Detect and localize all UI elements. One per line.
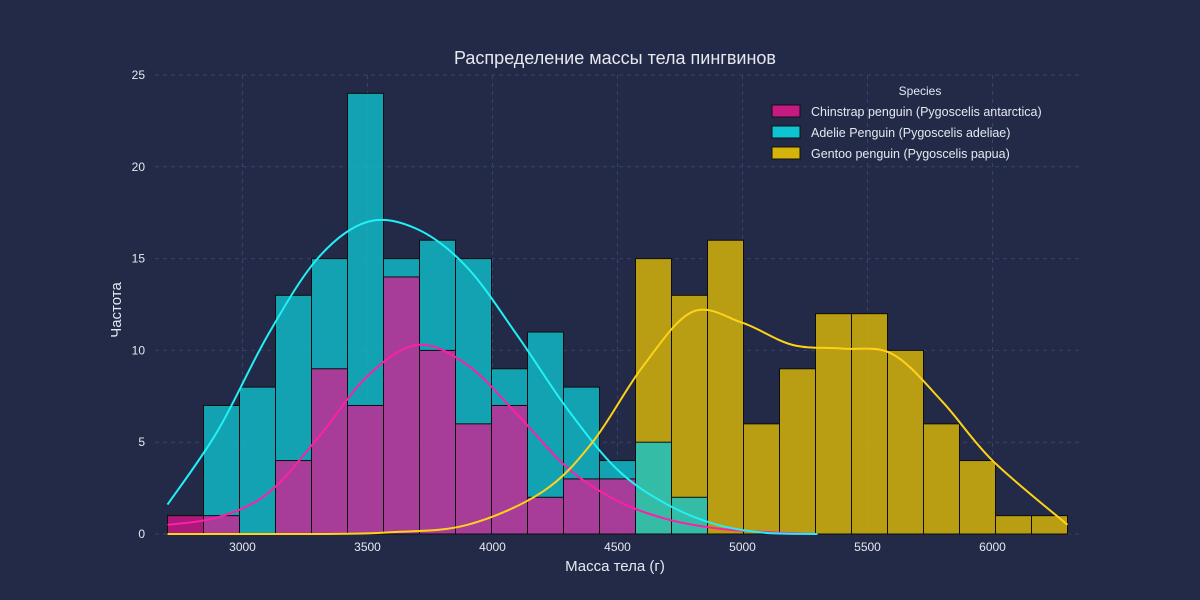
histogram-bar: [455, 423, 492, 535]
kde-line-gentoo: [167, 308, 1069, 536]
x-tick-label: 4500: [604, 540, 631, 554]
axis-ticks: 3000 3500 4000 4500 5000 5500 6000 0 5 10 15 20 25: [132, 68, 1007, 554]
x-axis-label: Масса тела (г): [565, 558, 665, 575]
legend-swatch-chinstrap: [771, 104, 801, 118]
x-tick-label: 3500: [354, 540, 381, 554]
y-tick-label: 15: [132, 252, 146, 266]
histogram-bar: [383, 276, 420, 535]
histogram-bar: [239, 386, 276, 535]
histogram-bar: [779, 368, 816, 535]
histogram-bar: [311, 368, 348, 535]
histogram-bar: [923, 423, 960, 535]
histogram-bar: [1031, 515, 1068, 535]
legend-label-gentoo: Gentoo penguin (Pygoscelis papua): [811, 147, 1010, 161]
y-tick-label: 0: [138, 527, 145, 541]
x-tick-label: 5000: [729, 540, 756, 554]
legend-item-adelie: Adelie Penguin (Pygoscelis adeliae): [771, 125, 1010, 140]
kde-line-chinstrap: [167, 343, 818, 535]
histogram-bar: [275, 460, 312, 535]
y-tick-label: 20: [132, 160, 146, 174]
x-tick-label: 6000: [979, 540, 1006, 554]
legend-item-gentoo: Gentoo penguin (Pygoscelis papua): [771, 146, 1010, 161]
histogram-bar: [527, 496, 564, 535]
x-tick-label: 3000: [229, 540, 256, 554]
histogram-bar: [815, 313, 852, 535]
histogram-bar: [851, 313, 888, 535]
legend: Species Chinstrap penguin (Pygoscelis an…: [771, 84, 1042, 161]
histogram-bars: [167, 92, 1068, 535]
y-tick-label: 25: [132, 68, 146, 82]
y-tick-label: 5: [138, 435, 145, 449]
bars-gentoo: [635, 239, 1068, 535]
legend-swatch-gentoo: [771, 146, 801, 160]
histogram-bar: [887, 349, 924, 535]
x-tick-label: 4000: [479, 540, 506, 554]
histogram-bar: [995, 515, 1032, 535]
legend-swatch-adelie: [771, 125, 801, 139]
histogram-bar: [419, 349, 456, 535]
histogram-bar: [347, 404, 384, 535]
y-tick-label: 10: [132, 343, 146, 357]
legend-item-chinstrap: Chinstrap penguin (Pygoscelis antarctica…: [771, 104, 1042, 119]
y-axis-label: Частота: [108, 282, 125, 338]
legend-label-adelie: Adelie Penguin (Pygoscelis adeliae): [811, 126, 1010, 140]
legend-label-chinstrap: Chinstrap penguin (Pygoscelis antarctica…: [811, 105, 1042, 119]
histogram-bar: [203, 515, 240, 535]
kde-curves: [166, 218, 1069, 536]
histogram-bar: [671, 496, 708, 535]
chart-title: Распределение массы тела пингвинов: [454, 48, 776, 68]
histogram-bar: [491, 404, 528, 535]
x-tick-label: 5500: [854, 540, 881, 554]
kde-line-adelie: [166, 218, 818, 535]
histogram-bar: [959, 460, 996, 535]
histogram-bar: [707, 239, 744, 535]
histogram-bar: [743, 423, 780, 535]
legend-title: Species: [899, 84, 942, 98]
